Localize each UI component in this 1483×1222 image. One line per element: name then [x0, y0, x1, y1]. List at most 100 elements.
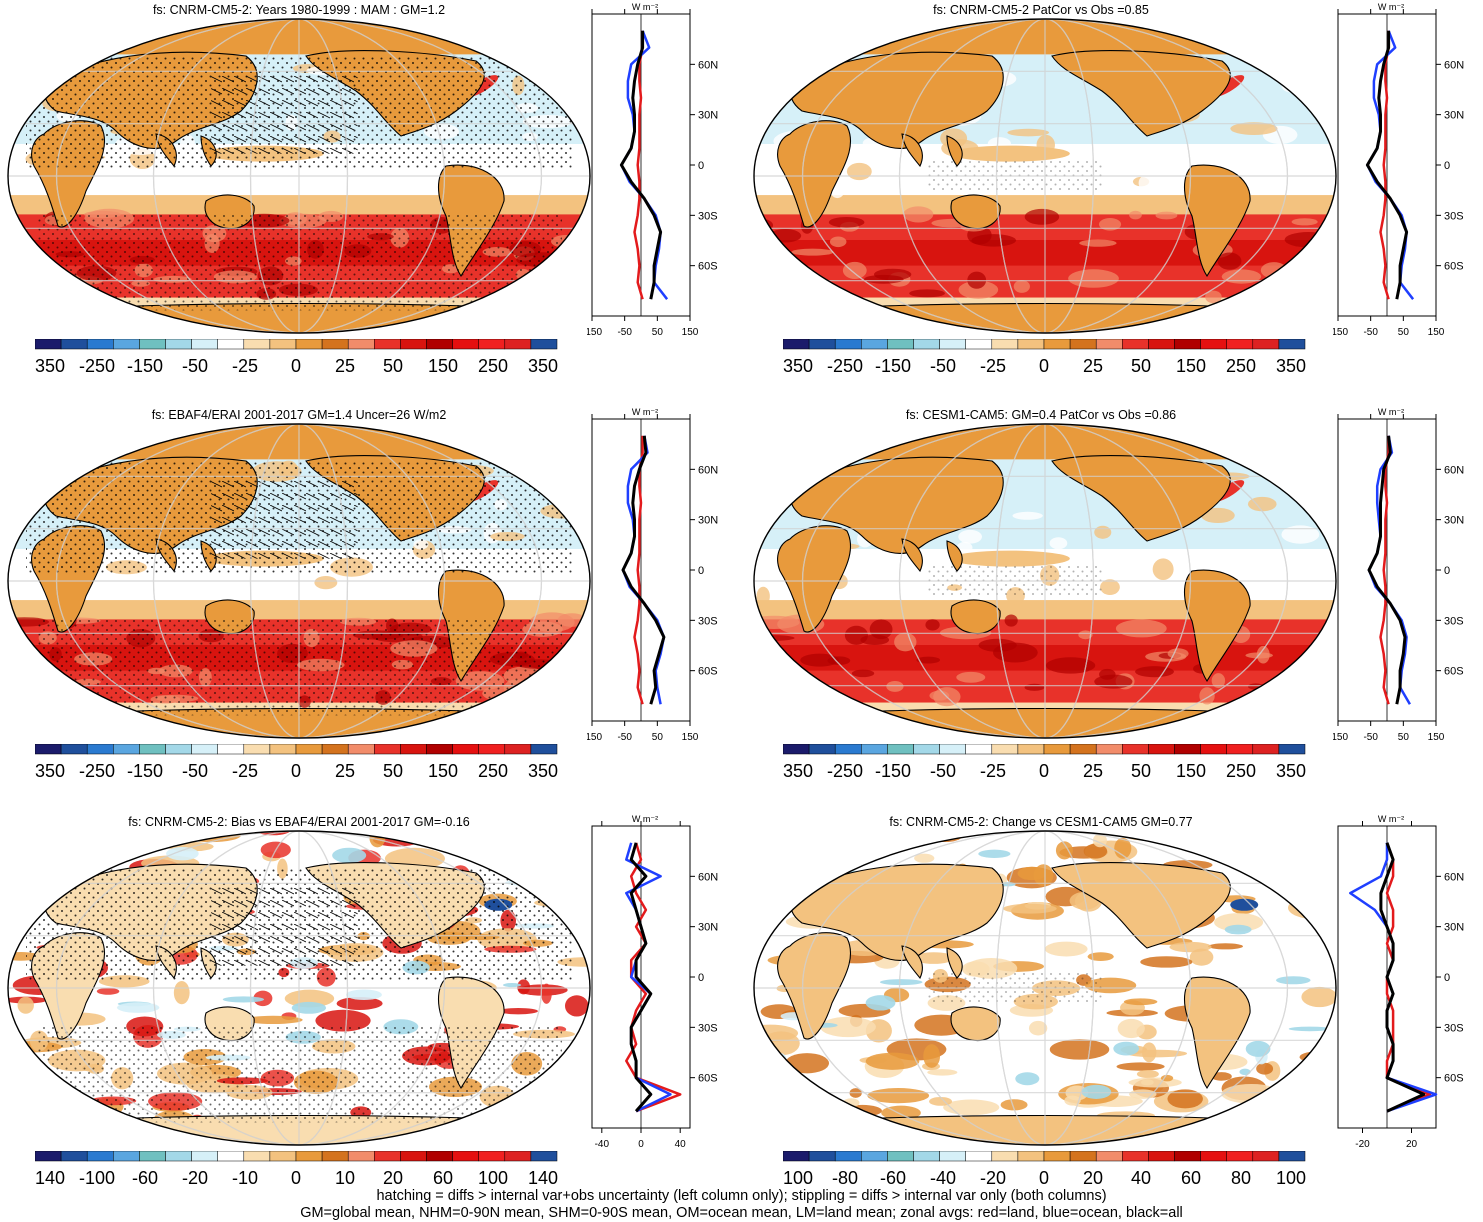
- colorbar-swatch: [243, 744, 271, 755]
- colorbar-swatch: [913, 339, 940, 350]
- colorbar-swatch: [861, 1151, 888, 1162]
- colorbar-swatch: [269, 744, 297, 755]
- colorbar-swatch: [1174, 1151, 1201, 1162]
- colorbar-swatch: [1043, 339, 1071, 350]
- lat-tick-label: 60N: [1444, 464, 1464, 476]
- zonal-mean-plot: W m⁻² 60N 30N 0 30S 60S -150 -50 50 150: [1333, 407, 1464, 743]
- colorbar-tick-label: 0: [1039, 1168, 1049, 1188]
- colorbar-swatch: [478, 744, 506, 755]
- colorbar-tick-label: -25: [232, 761, 258, 781]
- colorbar-tick-label: -50: [182, 761, 208, 781]
- colorbar-swatch: [1148, 339, 1175, 350]
- colorbar-tick-label: -80: [832, 1168, 858, 1188]
- colorbar-tick-label: 250: [1226, 761, 1256, 781]
- zonal-x-tick-label: -50: [617, 327, 632, 338]
- colorbar-tick-label: -50: [930, 761, 956, 781]
- panel-title: fs: CNRM-CM5-2: Change vs CESM1-CAM5 GM=…: [889, 815, 1193, 829]
- colorbar-tick-label: 150: [1176, 761, 1206, 781]
- continent-outline: [781, 302, 1313, 333]
- colorbar-tick-label: -250: [79, 761, 115, 781]
- map-border: [753, 830, 1337, 1146]
- colorbar-swatch: [400, 339, 427, 350]
- lat-tick-label: 60N: [698, 464, 718, 476]
- zonal-x-tick-label: -150: [587, 732, 602, 743]
- zonal-line-all: [621, 435, 666, 705]
- continent-outline: [950, 599, 1001, 635]
- colorbar-swatch: [60, 744, 88, 755]
- lat-tick-label: 30S: [698, 210, 718, 222]
- panel-title: fs: CNRM-CM5-2 PatCor vs Obs =0.85: [933, 3, 1149, 17]
- colorbar-tick-label: 0: [1039, 356, 1049, 376]
- continent-outline: [505, 38, 552, 62]
- colorbar-tick-label: -350: [35, 761, 65, 781]
- lat-tick-label: 0: [698, 565, 704, 577]
- zonal-mean-plot: W m⁻² 60N 30N 0 30S 60S -150 -50 50 150: [587, 2, 718, 338]
- colorbar-swatch: [1252, 339, 1280, 350]
- colorbar-tick-label: -150: [127, 761, 163, 781]
- lat-tick-label: 30S: [1444, 1022, 1464, 1034]
- colorbar-tick-label: -10: [232, 1168, 258, 1188]
- continent-outline: [789, 51, 1004, 149]
- colorbar-swatch: [1069, 339, 1097, 350]
- continent-outline: [1251, 443, 1298, 467]
- lat-tick-label: 30S: [1444, 210, 1464, 222]
- lat-tick-label: 0: [1444, 972, 1450, 984]
- colorbar-swatch: [452, 744, 479, 755]
- colorbar-swatch: [35, 1151, 62, 1162]
- zonal-x-tick-label: -20: [1355, 1139, 1370, 1150]
- colorbar-swatch: [1095, 1151, 1123, 1162]
- lat-tick-label: 0: [698, 160, 704, 172]
- lat-tick-label: 60N: [1444, 59, 1464, 71]
- colorbar-swatch: [347, 339, 375, 350]
- colorbar-swatch: [347, 1151, 375, 1162]
- zonal-line-land: [633, 30, 644, 300]
- colorbar-swatch: [504, 339, 532, 350]
- colorbar-swatch: [1017, 744, 1045, 755]
- colorbar-swatch: [530, 339, 558, 350]
- colorbar-tick-label: 0: [1039, 761, 1049, 781]
- colorbar-swatch: [426, 1151, 453, 1162]
- colorbar-tick-label: 50: [1131, 356, 1151, 376]
- colorbar-swatch: [1200, 1151, 1227, 1162]
- colorbar-swatch: [834, 1151, 862, 1162]
- zonal-x-tick-label: -50: [617, 732, 632, 743]
- colorbar-swatch: [165, 339, 192, 350]
- zonal-line-land: [1379, 435, 1390, 705]
- lat-tick-label: 30N: [1444, 110, 1464, 122]
- colorbar-swatch: [60, 339, 88, 350]
- lat-tick-label: 60S: [1444, 666, 1464, 678]
- colorbar-swatch: [165, 1151, 192, 1162]
- colorbar-swatch: [1069, 744, 1097, 755]
- colorbar-swatch: [991, 744, 1019, 755]
- colorbar-swatch: [1095, 339, 1123, 350]
- colorbar-swatch: [35, 744, 62, 755]
- colorbar-swatch: [991, 1151, 1019, 1162]
- colorbar-swatch: [269, 1151, 297, 1162]
- colorbar-swatch: [504, 1151, 532, 1162]
- lat-tick-label: 30S: [1444, 615, 1464, 627]
- colorbar-tick-label: 50: [1131, 761, 1151, 781]
- colorbar-swatch: [1226, 339, 1254, 350]
- colorbar-tick-label: 25: [1083, 356, 1103, 376]
- colorbar-tick-label: -150: [875, 356, 911, 376]
- colorbar-tick-label: 250: [1226, 356, 1256, 376]
- colorbar-swatch: [808, 744, 836, 755]
- continent-outline: [781, 1114, 1313, 1145]
- panel-title: fs: CNRM-CM5-2: Years 1980-1999 : MAM : …: [152, 3, 446, 17]
- colorbar-swatch: [452, 339, 479, 350]
- colorbar-swatch: [113, 339, 140, 350]
- continent-outline: [777, 932, 852, 1040]
- colorbar-tick-label: -25: [232, 356, 258, 376]
- colorbar-swatch: [965, 339, 993, 350]
- colorbar-swatch: [321, 744, 349, 755]
- colorbar-tick-label: 0: [291, 761, 301, 781]
- lat-tick-label: 30N: [698, 922, 718, 934]
- lat-tick-label: 30N: [698, 515, 718, 527]
- colorbar-swatch: [400, 1151, 427, 1162]
- colorbar-tick-label: 80: [1231, 1168, 1251, 1188]
- panel-title: fs: EBAF4/ERAI 2001-2017 GM=1.4 Uncer=26…: [151, 408, 447, 422]
- colorbar-swatch: [965, 744, 993, 755]
- colorbar-tick-label: -350: [783, 356, 813, 376]
